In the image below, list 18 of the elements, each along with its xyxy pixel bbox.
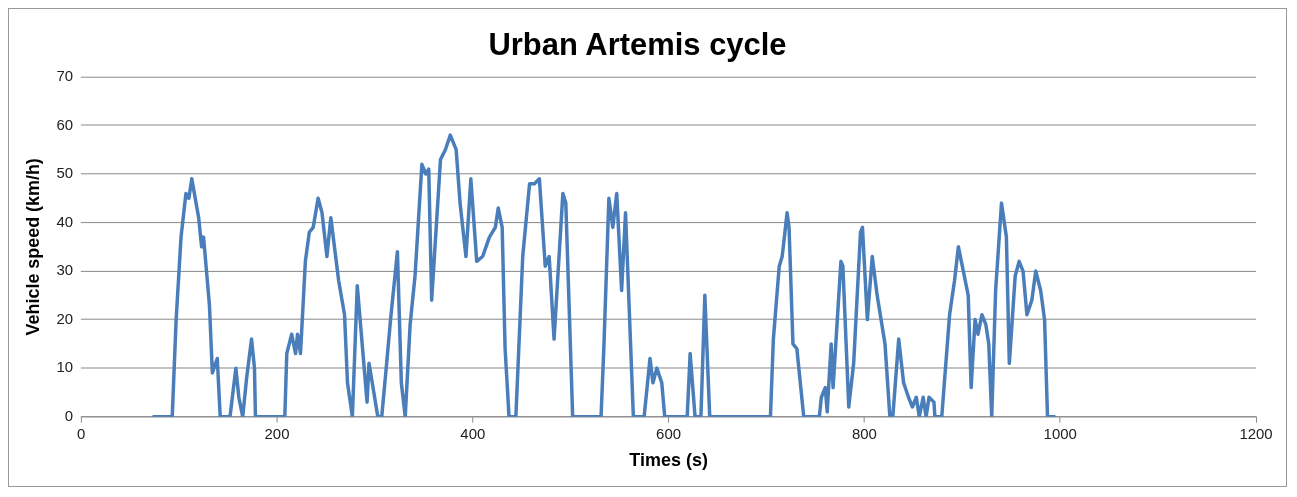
y-tick-label: 20: [56, 309, 74, 327]
x-tick-label: 400: [460, 424, 486, 442]
y-tick-label: 40: [56, 212, 74, 230]
x-tick-label: 200: [264, 424, 290, 442]
y-tick-label: 10: [56, 358, 74, 376]
x-tick-label: 800: [851, 424, 877, 442]
x-axis-title: Times (s): [629, 450, 708, 471]
y-tick-label: 60: [56, 115, 74, 133]
y-tick-label: 70: [56, 67, 74, 85]
x-tick-label: 1200: [1239, 424, 1273, 442]
x-tick-label: 1000: [1043, 424, 1077, 442]
chart-title: Urban Artemis cycle: [488, 26, 787, 62]
x-tick-label: 0: [77, 424, 86, 442]
x-tick-label: 600: [656, 424, 682, 442]
y-axis-title: Vehicle speed (km/h): [22, 158, 43, 336]
y-tick-label: 0: [64, 406, 74, 424]
y-tick-label: 50: [56, 164, 74, 182]
y-tick-label: 30: [56, 261, 74, 279]
